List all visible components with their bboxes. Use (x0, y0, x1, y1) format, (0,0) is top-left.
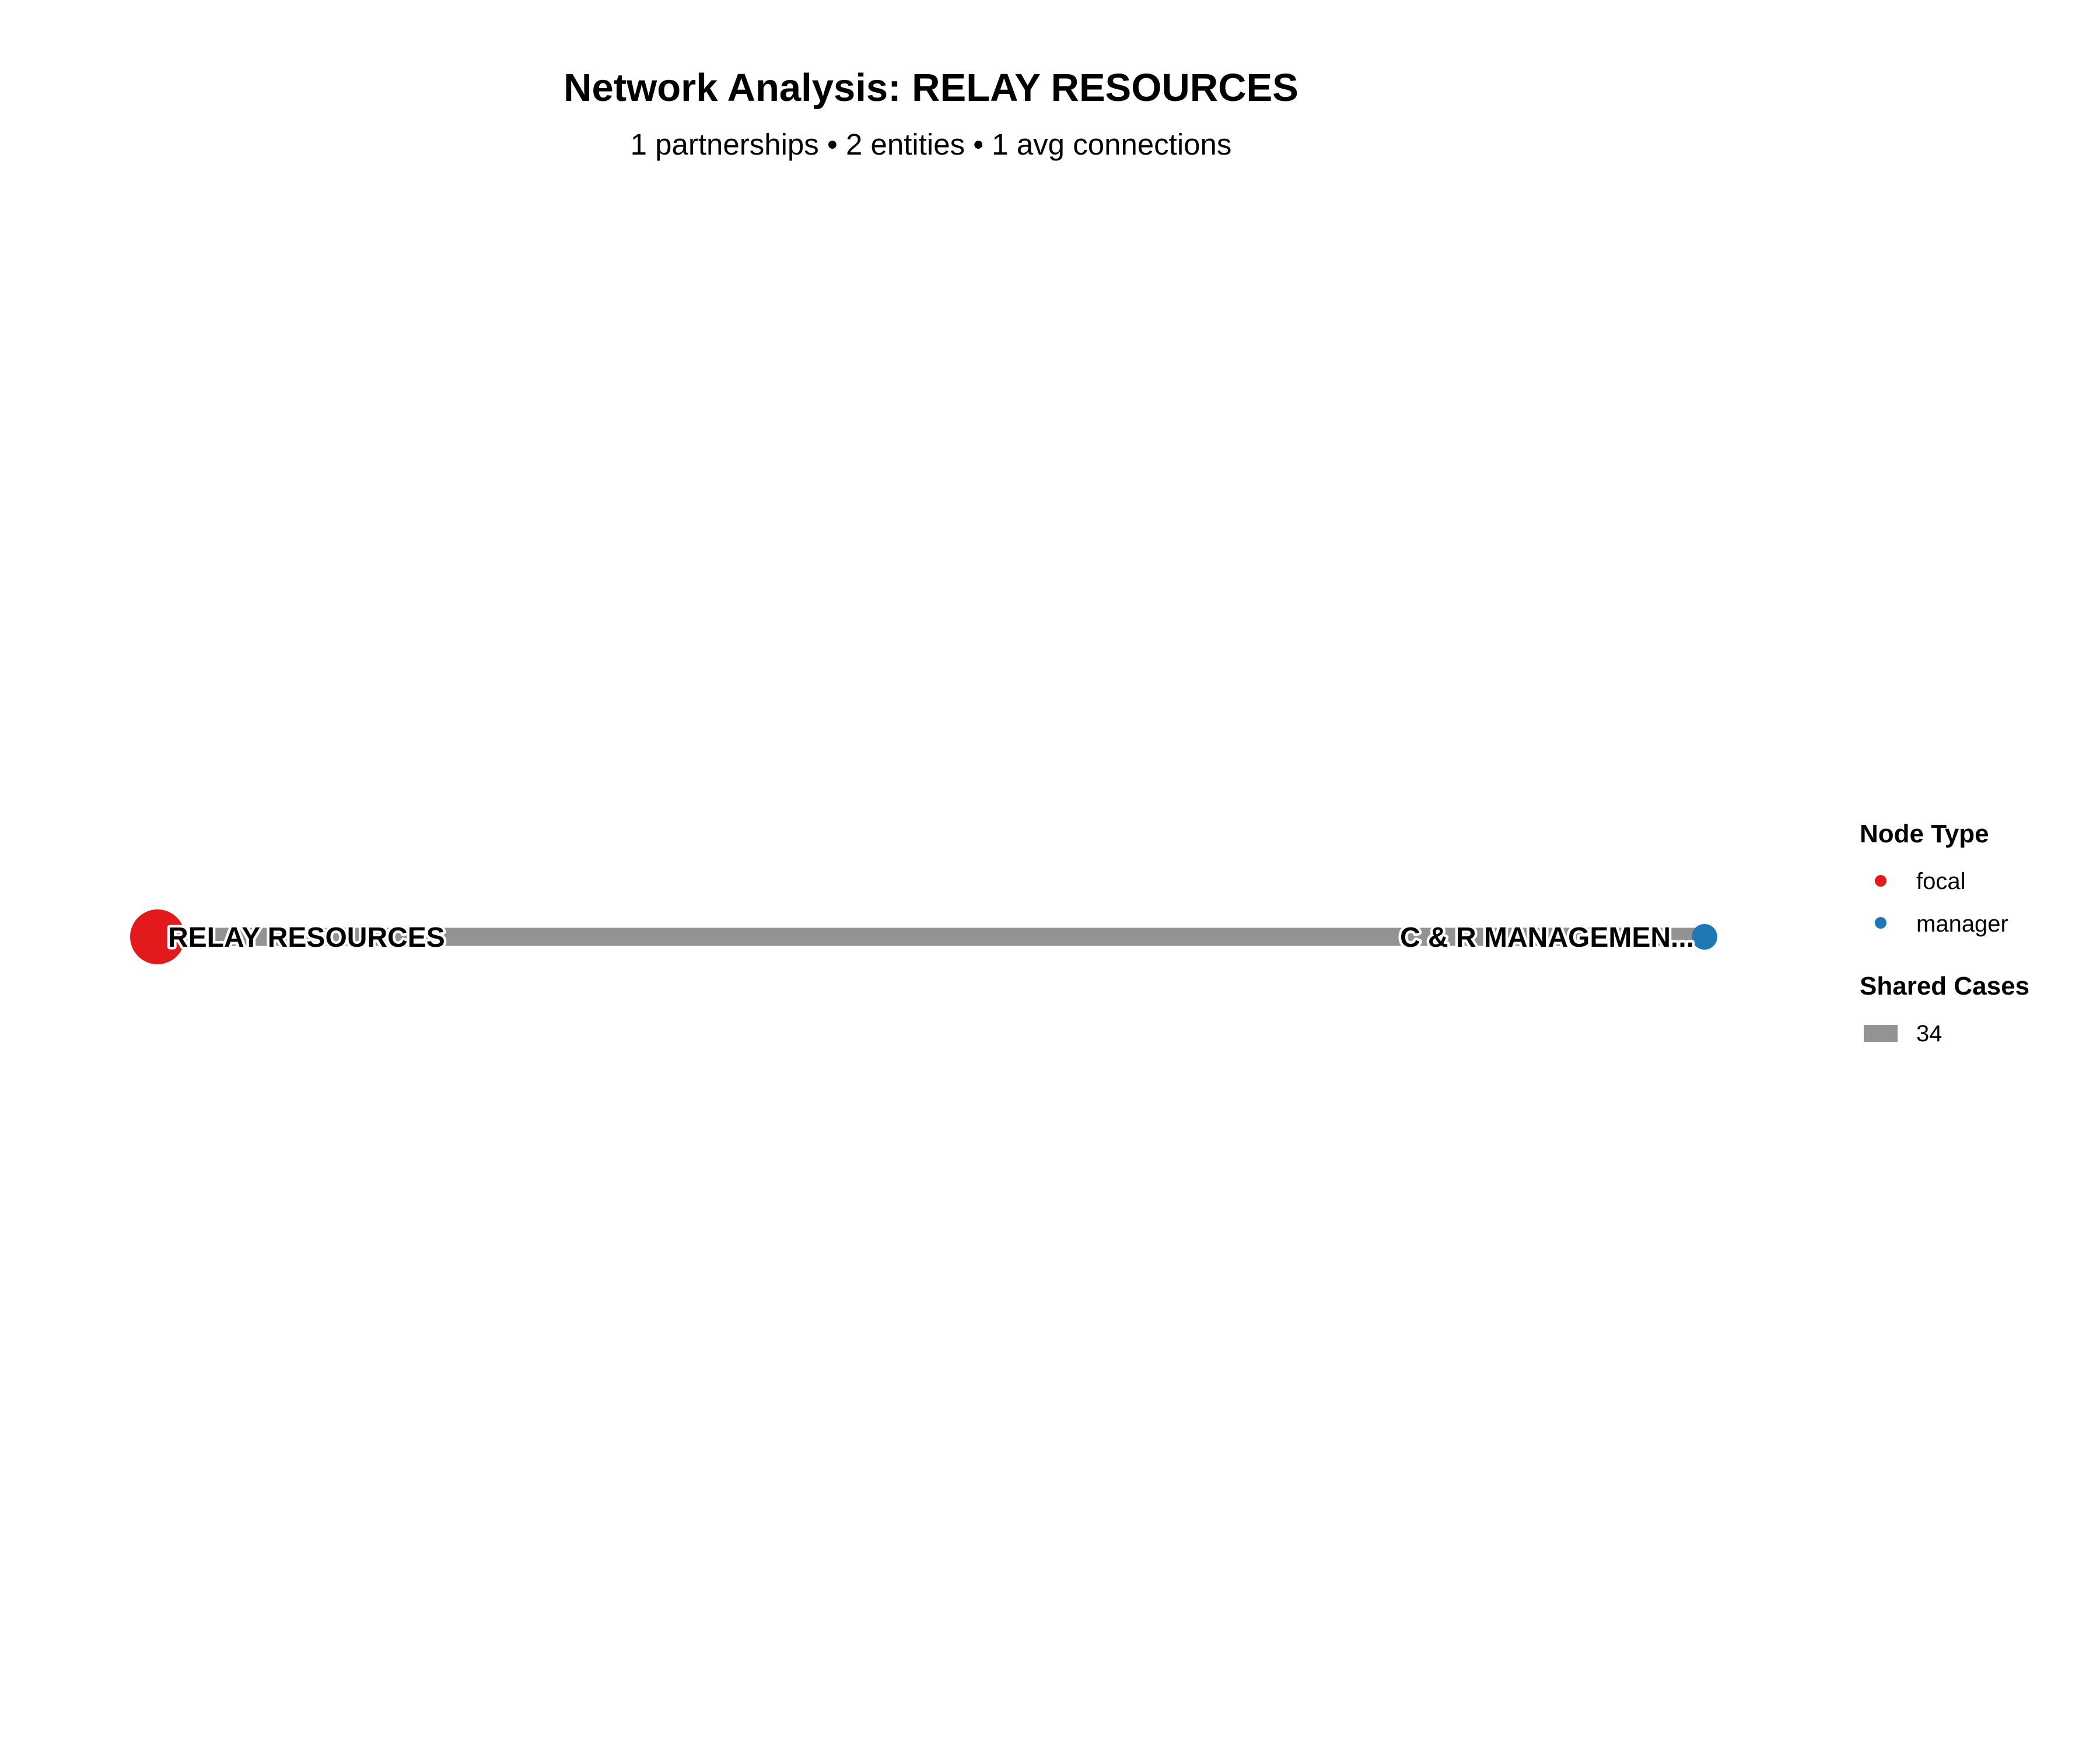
page-title: Network Analysis: RELAY RESOURCES (564, 66, 1298, 110)
legend-manager-label: manager (1916, 911, 2008, 937)
legend-edge-label: 34 (1916, 1021, 1943, 1046)
node-label-relay-resources: RELAY RESOURCES (168, 922, 445, 953)
legend-node-type: Node Type focal manager (1860, 820, 2008, 937)
legend-manager-swatch (1875, 917, 1887, 929)
node-cr-management[interactable] (1692, 924, 1717, 950)
node-label-cr-management: C & R MANAGEMEN... (1400, 922, 1694, 953)
legend-focal-swatch (1875, 875, 1887, 887)
legend-shared-cases: Shared Cases 34 (1860, 972, 2029, 1046)
legend-edge-swatch (1864, 1025, 1898, 1042)
node-relay-resources[interactable] (130, 909, 185, 964)
legend-focal-label: focal (1916, 869, 1966, 894)
legend-node-type-title: Node Type (1860, 820, 1989, 848)
page-subtitle: 1 partnerships • 2 entities • 1 avg conn… (631, 128, 1232, 161)
legend-shared-cases-title: Shared Cases (1860, 972, 2029, 1000)
